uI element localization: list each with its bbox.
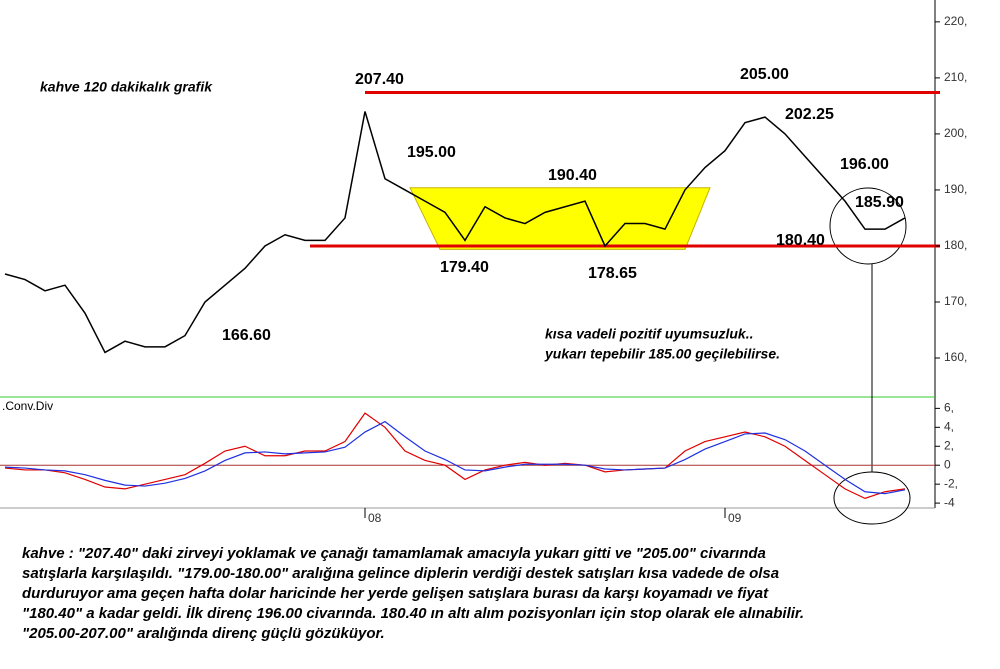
commentary-line: "180.40" a kadar geldi. İlk direnç 196.0…	[22, 605, 805, 622]
x-tick-label: 09	[728, 511, 742, 525]
annotation: 195.00	[407, 144, 456, 161]
y-tick-label: 2,	[944, 438, 954, 452]
line	[4, 412, 906, 500]
line	[4, 420, 906, 495]
annotation: 205.00	[740, 66, 789, 83]
y-tick-label: 200,	[944, 126, 967, 140]
y-tick-label: 220,	[944, 14, 967, 28]
annotation: 178.65	[588, 265, 637, 282]
line	[4, 111, 906, 354]
y-tick-label: 0	[944, 457, 951, 471]
highlight-circle	[829, 187, 907, 265]
y-tick-label: 6,	[944, 401, 954, 415]
y-tick-label: 190,	[944, 182, 967, 196]
y-tick-label: 160,	[944, 350, 967, 364]
chart: kahve 120 dakikalık grafik kısa vadeli p…	[0, 0, 967, 525]
y-tick-label: -2,	[944, 476, 958, 490]
annotation: 185.90	[855, 194, 904, 211]
y-tick-label: 210,	[944, 70, 967, 84]
annotation: 207.40	[355, 71, 404, 88]
annotation: 190.40	[548, 167, 597, 184]
annotation: 202.25	[785, 106, 834, 123]
y-tick-label: 180,	[944, 238, 967, 252]
chart-title: kahve 120 dakikalık grafik	[40, 79, 213, 95]
annotation: 166.60	[222, 327, 271, 344]
commentary-line: satışlarla karşılaşıldı. "179.00-180.00"…	[22, 565, 780, 582]
zone	[409, 187, 711, 250]
commentary-line: kahve : "207.40" daki zirveyi yoklamak v…	[22, 545, 766, 562]
note: yukarı tepebilir 185.00 geçilebilirse.	[544, 346, 780, 362]
note: kısa vadeli pozitif uyumsuzluk..	[545, 326, 754, 342]
y-tick-label: 170,	[944, 294, 967, 308]
x-tick-label: 08	[368, 511, 382, 525]
commentary: kahve : "207.40" daki zirveyi yoklamak v…	[22, 544, 992, 644]
y-tick-label: -4	[944, 495, 955, 509]
annotation: 196.00	[840, 156, 889, 173]
annotation: 180.40	[776, 232, 825, 249]
commentary-line: durduruyor ama geçen hafta dolar haricin…	[22, 585, 769, 602]
annotation: 179.40	[440, 259, 489, 276]
y-tick-label: 4,	[944, 419, 954, 433]
panel-label: .Conv.Div	[2, 399, 53, 413]
commentary-line: "205.00-207.00" aralığında direnç güçlü …	[22, 625, 385, 642]
